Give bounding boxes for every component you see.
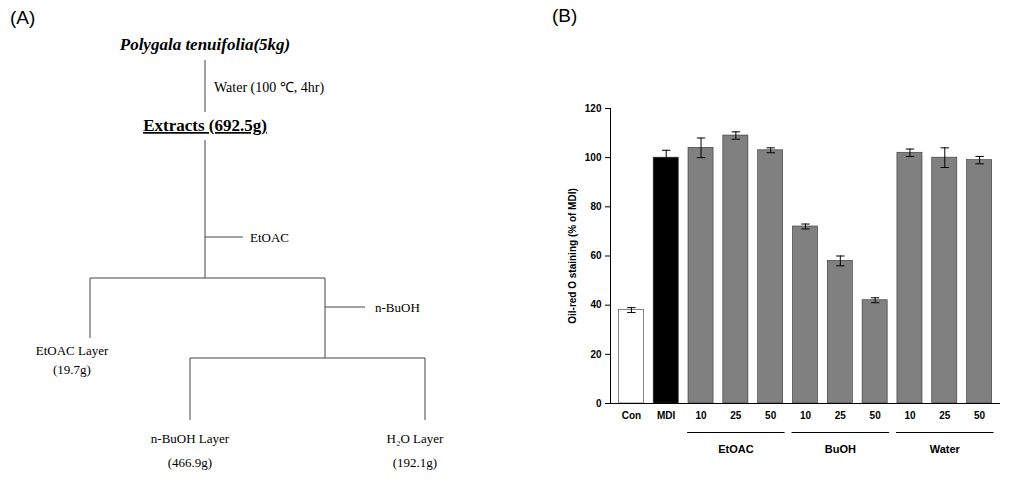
svg-text:40: 40 [590, 299, 602, 310]
svg-text:0: 0 [596, 398, 602, 409]
svg-text:EtOAC Layer: EtOAC Layer [36, 343, 109, 358]
svg-text:n-BuOH Layer: n-BuOH Layer [151, 431, 230, 446]
svg-text:(A): (A) [10, 7, 35, 28]
svg-text:MDI: MDI [657, 410, 676, 421]
svg-text:Water (100 ℃, 4hr): Water (100 ℃, 4hr) [214, 80, 324, 96]
html-text:(B): (B) [552, 5, 578, 26]
svg-text:50: 50 [765, 410, 777, 421]
svg-text:20: 20 [590, 349, 602, 360]
svg-text:EtOAC: EtOAC [250, 230, 289, 245]
svg-text:BuOH: BuOH [825, 443, 856, 455]
svg-text:n-BuOH: n-BuOH [375, 300, 420, 315]
svg-text:10: 10 [695, 410, 707, 421]
svg-text:10: 10 [904, 410, 916, 421]
svg-text:50: 50 [870, 410, 882, 421]
svg-text:(466.9g): (466.9g) [168, 455, 212, 470]
svg-text:25: 25 [939, 410, 951, 421]
svg-text:25: 25 [835, 410, 847, 421]
svg-text:80: 80 [590, 201, 602, 212]
svg-text:H₂O Layer: H₂O Layer [387, 431, 445, 446]
svg-text:50: 50 [974, 410, 986, 421]
svg-text:(192.1g): (192.1g) [393, 455, 437, 470]
svg-text:25: 25 [730, 410, 742, 421]
svg-text:10: 10 [800, 410, 812, 421]
svg-text:Polygala tenuifolia(5kg): Polygala tenuifolia(5kg) [119, 35, 290, 54]
svg-text:Oil-red O staining (% of MDI): Oil-red O staining (% of MDI) [567, 188, 578, 324]
svg-text:Con: Con [622, 410, 641, 421]
svg-text:EtOAC: EtOAC [718, 443, 754, 455]
svg-text:120: 120 [585, 103, 602, 114]
svg-text:60: 60 [590, 250, 602, 261]
svg-text:Extracts (692.5g): Extracts (692.5g) [143, 116, 267, 135]
svg-text:Water: Water [930, 443, 961, 455]
svg-text:100: 100 [585, 152, 602, 163]
svg-text:(19.7g): (19.7g) [53, 362, 91, 377]
